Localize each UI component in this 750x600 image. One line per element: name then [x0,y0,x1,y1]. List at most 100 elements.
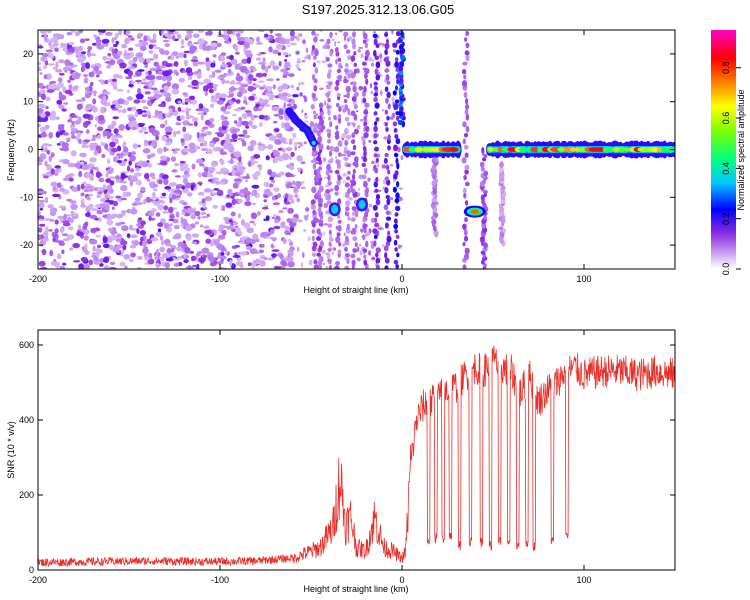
noise-cell [117,109,122,113]
noise-cell [95,258,100,261]
noise-cell [99,203,105,207]
x-tick-label: 100 [576,575,591,585]
noise-cell [269,183,274,188]
noise-cell [237,198,243,204]
streak-cell [311,252,317,257]
noise-cell [120,197,128,201]
noise-cell [161,192,167,197]
noise-cell [152,188,158,192]
noise-cell [297,167,302,172]
streak-cell [482,227,488,233]
noise-cell [49,249,54,257]
noise-cell [202,108,210,113]
noise-cell [177,52,186,58]
noise-cell [157,222,164,228]
streak-cell [479,161,485,166]
noise-cell [268,135,277,141]
noise-cell [135,179,142,186]
noise-cell [103,91,111,95]
streak-cell [465,104,470,110]
noise-cell [169,196,173,204]
streak-cell [375,199,381,206]
noise-cell [80,183,85,190]
noise-cell [161,60,167,66]
streak-cell [394,198,400,204]
streak-cell [383,204,389,211]
streak-cell [433,225,437,232]
noise-cell [93,248,101,252]
streak-cell [353,62,358,67]
noise-cell [252,202,256,206]
noise-cell [328,262,332,265]
noise-cell [194,210,201,217]
streak-cell [343,78,349,84]
noise-cell [248,74,254,81]
noise-cell [201,198,206,204]
noise-cell [256,211,261,216]
noise-cell [71,135,77,139]
noise-cell [137,192,143,199]
snr-x-label: Height of straight line (km) [303,584,408,594]
streak-cell [374,102,380,109]
streak-cell [373,153,378,158]
streak-cell [464,235,468,242]
streak-cell [363,180,368,188]
noise-cell [197,216,201,220]
noise-cell [328,169,333,174]
noise-cell [49,44,55,50]
noise-cell [105,172,109,178]
noise-cell [86,195,91,201]
noise-cell [93,150,98,156]
noise-cell [335,225,338,230]
noise-cell [231,133,238,140]
noise-cell [148,127,156,134]
streak-cell [397,119,404,126]
noise-cell [206,213,211,217]
streak-cell [343,99,348,103]
noise-cell [264,104,271,107]
noise-cell [159,235,164,241]
streak-cell [326,38,331,45]
noise-cell [262,57,266,63]
noise-cell [135,70,142,77]
noise-cell [48,84,56,90]
noise-cell [135,79,143,83]
streak-cell [344,68,349,73]
noise-cell [89,53,97,57]
noise-cell [262,92,266,96]
streak-cell [337,224,342,232]
noise-cell [107,52,112,57]
streak-cell [311,73,316,81]
noise-cell [266,78,274,82]
streak-cell [318,143,324,150]
streak-cell [318,166,323,171]
noise-cell [274,33,282,37]
noise-cell [185,33,193,39]
noise-cell [391,30,394,35]
streak-cell [393,259,399,265]
noise-cell [137,52,144,58]
noise-cell [89,239,98,245]
noise-cell [282,152,289,159]
streak-cell [334,86,339,91]
streak-cell [347,188,351,194]
noise-cell [97,134,102,140]
noise-cell [72,260,81,263]
noise-cell [315,113,318,116]
noise-cell [289,226,295,233]
streak-cell [313,264,319,269]
streak-cell [352,173,356,181]
streak-cell [395,234,400,239]
noise-cell [82,113,91,119]
noise-cell [300,82,305,85]
noise-cell [177,256,182,259]
noise-cell [247,145,255,152]
noise-cell [217,243,224,251]
streak-cell [394,153,399,158]
noise-cell [301,109,304,113]
noise-cell [197,38,205,45]
noise-cell [190,99,196,105]
noise-cell [156,63,160,70]
noise-cell [101,42,109,47]
noise-cell [289,42,297,46]
